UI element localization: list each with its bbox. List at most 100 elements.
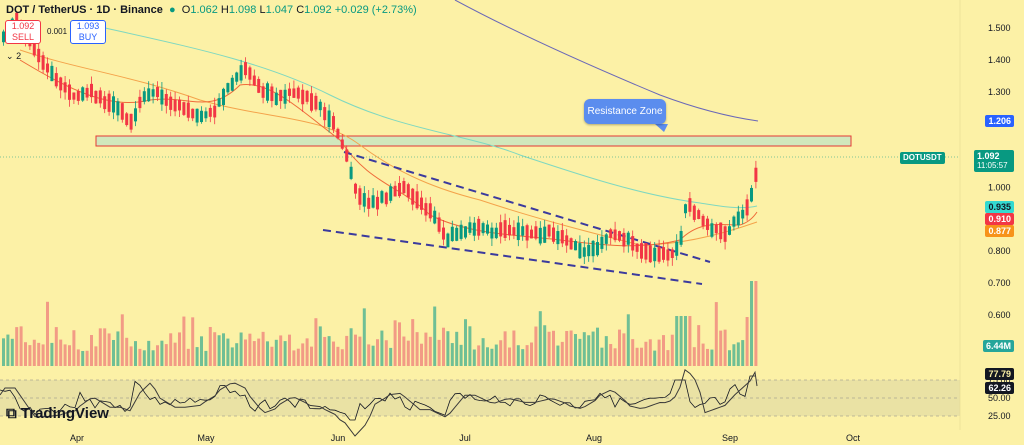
volume-bar [191,317,195,366]
sell-label: SELL [11,32,35,42]
tradingview-logo[interactable]: ⧉ TradingView [6,405,109,422]
volume-bar [587,335,591,366]
candle-body [455,227,459,241]
volume-bar [433,306,437,366]
candle-body [556,231,560,245]
volume-bar [310,346,313,366]
candle-body [745,199,749,216]
candle-body [173,99,177,112]
candle-body [450,226,454,242]
candle-body [486,224,489,234]
candle-body [472,222,476,236]
candle-body [340,139,344,149]
candle-body [538,227,542,244]
candle-body [2,31,5,43]
candle-body [46,63,49,73]
candle-body [600,236,604,249]
volume-bar [622,333,626,366]
current-price-box: DOTUSDT 1.092 11:05:57 [900,150,1014,172]
candle-body [76,91,80,101]
candle-body [499,222,503,237]
symbol-title[interactable]: DOT / TetherUS · 1D · Binance [6,4,163,16]
candle-body [94,90,98,104]
volume-bar [516,345,520,366]
candle-body [120,103,124,120]
volume-bar [345,335,349,366]
volume-bar [494,344,498,366]
candle-body [191,108,195,119]
candle-body [217,98,221,107]
candle-body [428,203,432,219]
volume-bar [723,329,727,366]
volume-bar [591,331,595,366]
volume-bar [296,348,300,366]
low-value: 1.047 [265,4,294,16]
countdown-value: 11:05:57 [977,161,1008,170]
volume-bar [468,326,472,366]
candle-body [151,89,155,97]
x-tick-label: May [197,433,215,443]
volume-bar [222,333,225,366]
volume-bar [266,341,269,366]
channel-lower-line [322,229,703,285]
indicators-collapse[interactable]: ⌄ 2 [6,51,21,62]
volume-bar [613,348,617,366]
volume-bar [618,329,621,366]
candle-body [516,222,520,241]
volume-bar [156,345,159,366]
volume-bar [640,347,643,366]
volume-bar [63,344,67,366]
volume-bar [657,339,661,366]
candle-body [103,96,107,110]
volume-bar [600,347,604,366]
candle-body [274,92,278,105]
callout-pointer [655,124,668,132]
volume-bar [204,350,208,366]
candle-body [657,246,661,262]
candle-body [464,226,467,238]
volume-bar [635,347,639,366]
volume-bar [107,333,111,366]
candle-body [604,234,608,244]
volume-bar [50,342,54,366]
candle-body [239,65,243,81]
volume-bar [248,333,252,366]
candle-body [393,185,397,197]
y-tick-label: 1.300 [988,87,1011,97]
volume-bar [679,316,683,366]
volume-bar [98,328,102,366]
logo-text: TradingView [20,405,109,422]
ma-200-line [454,0,759,122]
candle-body [684,204,687,214]
volume-bar [138,348,142,366]
volume-bar [142,350,146,366]
candle-body [560,230,564,244]
current-price-tag: 1.092 11:05:57 [974,150,1014,172]
volume-bar [208,326,212,366]
volume-bar [112,339,115,366]
volume-bar [85,350,89,366]
candle-body [283,89,287,104]
volume-bar [305,338,309,366]
candle-body [160,89,164,105]
candle-body [670,249,674,258]
candle-body [578,243,582,259]
y-tick-label: 1.000 [988,182,1011,192]
low-label: L [259,4,266,16]
volume-bar [552,330,555,366]
candle-body [675,241,679,256]
volume-bar [164,344,168,366]
buy-label: BUY [78,32,98,42]
volume-bar [314,318,318,366]
candle-body [701,215,705,226]
buy-button[interactable]: 1.093 BUY [70,20,106,44]
candle-body [631,236,635,251]
volume-bar [662,335,665,366]
volume-bar [472,349,476,366]
sell-button[interactable]: 1.092 SELL [5,20,41,44]
volume-bar [556,345,560,366]
candle-body [706,218,709,230]
rsi-line [0,375,755,421]
volume-bar [182,316,186,366]
